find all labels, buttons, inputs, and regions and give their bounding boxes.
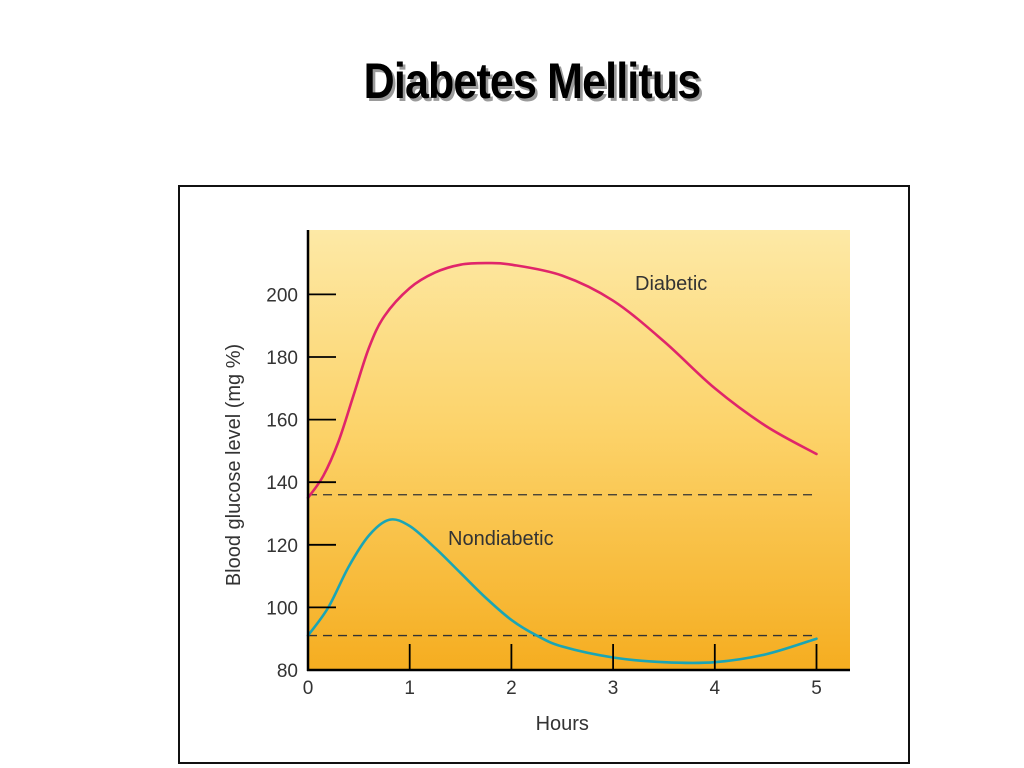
x-axis-label: Hours xyxy=(536,713,589,735)
x-tick-label: 4 xyxy=(710,678,721,699)
x-tick-label: 3 xyxy=(608,678,619,699)
series-layer xyxy=(306,261,818,665)
glucose-chart: 80 100 120 140 160 180 200 0 1 2 3 4 5 Hours Blood g… xyxy=(223,230,850,735)
plot-background xyxy=(308,230,850,670)
reference-lines xyxy=(308,494,817,637)
y-tick-label: 140 xyxy=(266,473,298,494)
y-tick-label: 120 xyxy=(266,536,298,557)
x-tick-label: 0 xyxy=(303,678,314,699)
y-tick-label: 180 xyxy=(266,348,298,369)
slide-title: Diabetes Mellitus xyxy=(363,53,702,109)
series-line-diabetic xyxy=(306,261,818,500)
figure-frame: 80 100 120 140 160 180 200 0 1 2 3 4 5 Hours Blood g… xyxy=(178,185,910,764)
y-tick-label: 200 xyxy=(266,285,298,306)
series-label-diabetic: Diabetic xyxy=(635,273,707,295)
series-labels: Diabetic Nondiabetic xyxy=(448,273,707,550)
series-line-nondiabetic xyxy=(306,518,818,665)
x-tick-label: 2 xyxy=(506,678,517,699)
y-axis-label: Blood glucose level (mg %) xyxy=(223,344,245,586)
x-tick-label: 5 xyxy=(811,678,822,699)
series-label-nondiabetic: Nondiabetic xyxy=(448,528,554,550)
y-tick-label: 80 xyxy=(277,661,298,682)
y-tick-label: 100 xyxy=(266,598,298,619)
y-tick-label: 160 xyxy=(266,411,298,432)
ticks-layer: 80 100 120 140 160 180 200 0 1 2 3 4 5 xyxy=(266,285,821,699)
x-tick-label: 1 xyxy=(404,678,415,699)
axes-layer xyxy=(306,230,850,672)
